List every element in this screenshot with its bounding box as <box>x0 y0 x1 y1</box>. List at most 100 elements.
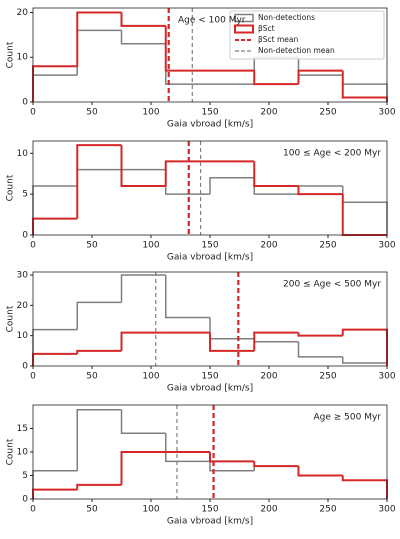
histogram-step <box>297 341 343 358</box>
x-tick-label: 200 <box>260 108 277 118</box>
y-axis-label: Count <box>6 305 16 332</box>
histogram-step <box>297 466 343 477</box>
x-tick-label: 300 <box>378 505 395 515</box>
x-axis-label: Gaia vbroad [km/s] <box>167 517 253 527</box>
histogram-step <box>297 69 343 85</box>
y-tick-label: 0 <box>22 495 28 505</box>
histogram-step <box>120 30 166 45</box>
histogram-step <box>165 433 210 463</box>
histogram-step <box>342 356 388 366</box>
histogram-step <box>32 217 78 235</box>
x-tick-label: 0 <box>30 372 36 382</box>
histogram-step <box>209 461 255 472</box>
histogram-step <box>209 317 255 340</box>
y-tick-label: 20 <box>17 8 29 18</box>
histogram-step <box>165 43 210 85</box>
histogram-step <box>120 145 166 187</box>
histogram-step <box>165 275 210 319</box>
legend-label: Non-detections <box>258 13 315 22</box>
x-tick-label: 0 <box>30 505 36 515</box>
y-tick-label: 10 <box>17 331 29 341</box>
x-tick-label: 100 <box>142 241 159 251</box>
histogram-step <box>341 194 387 236</box>
histogram-step <box>120 12 166 27</box>
histogram-step <box>76 29 122 76</box>
y-axis-label: Count <box>6 174 16 201</box>
annotation: 200 ≤ Age < 500 Myr <box>283 280 381 290</box>
y-tick-label: 5 <box>22 190 28 200</box>
legend-swatch <box>234 13 254 23</box>
annotation: Age < 100 Myr <box>178 16 246 26</box>
legend-label: βSct <box>258 24 275 33</box>
x-tick-label: 50 <box>86 108 98 118</box>
histogram-step <box>76 408 122 471</box>
y-tick-label: 15 <box>17 424 28 434</box>
histogram-step <box>120 331 166 351</box>
histogram-step <box>297 332 343 337</box>
histogram-step <box>76 483 122 490</box>
x-tick-label: 250 <box>319 505 336 515</box>
histogram-step <box>120 409 166 434</box>
x-axis-label: Gaia vbroad [km/s] <box>167 384 253 394</box>
x-tick-label: 300 <box>378 108 395 118</box>
panel: 0 50 100 150 200 250 300 0 10 20 30 Gaia vbroad [km… <box>6 271 396 394</box>
y-tick-label: 0 <box>22 98 28 108</box>
histogram-step <box>253 461 299 468</box>
histogram-step <box>32 74 78 102</box>
histogram-step <box>297 57 343 76</box>
histogram-step <box>341 475 388 499</box>
x-tick-label: 300 <box>378 372 395 382</box>
x-tick-label: 250 <box>319 108 336 118</box>
y-tick-label: 10 <box>17 448 29 458</box>
histogram-step <box>209 332 255 352</box>
y-tick-label: 5 <box>22 471 28 481</box>
histogram-step <box>120 451 166 485</box>
x-tick-label: 250 <box>319 372 336 382</box>
y-tick-label: 10 <box>17 149 29 159</box>
histogram-step <box>253 331 299 351</box>
histogram-step <box>253 338 299 343</box>
x-tick-label: 150 <box>201 241 218 251</box>
histogram-step <box>341 328 388 366</box>
histogram-step <box>297 185 343 196</box>
y-tick-label: 30 <box>17 271 29 281</box>
histogram-step <box>164 25 210 72</box>
histogram-step <box>297 466 343 477</box>
x-tick-label: 100 <box>142 372 159 382</box>
histogram-step <box>164 160 210 186</box>
histogram-step <box>120 274 166 303</box>
y-tick-label: 20 <box>17 301 29 311</box>
histogram-step <box>253 161 299 187</box>
y-tick-label: 10 <box>17 53 29 63</box>
x-tick-label: 200 <box>260 372 277 382</box>
x-axis-label: Gaia vbroad [km/s] <box>167 253 253 263</box>
x-tick-label: 0 <box>30 108 36 118</box>
histogram-step <box>32 488 78 499</box>
y-tick-label: 0 <box>22 231 28 241</box>
x-tick-label: 50 <box>86 372 98 382</box>
histogram-step <box>76 11 122 67</box>
x-tick-label: 50 <box>86 505 98 515</box>
legend-label: Non-detection mean <box>258 46 335 55</box>
x-tick-label: 150 <box>201 108 218 118</box>
y-axis-label: Count <box>6 41 16 68</box>
histogram-step <box>32 185 78 235</box>
histogram-step <box>76 349 122 354</box>
histogram-step <box>32 65 78 102</box>
histogram-step <box>76 168 122 186</box>
x-tick-label: 250 <box>319 241 336 251</box>
x-tick-label: 300 <box>378 241 395 251</box>
histogram-step <box>32 328 78 366</box>
histogram-step <box>209 177 255 195</box>
x-tick-label: 200 <box>260 505 277 515</box>
annotation: Age ≥ 500 Myr <box>314 413 382 423</box>
histogram-step <box>76 144 122 219</box>
x-tick-label: 200 <box>260 241 277 251</box>
histogram-step <box>297 185 343 195</box>
x-tick-label: 150 <box>201 372 218 382</box>
x-tick-label: 0 <box>30 241 36 251</box>
histogram-step <box>32 470 78 499</box>
histogram-step <box>342 475 388 499</box>
legend-label: βSct mean <box>258 35 299 44</box>
